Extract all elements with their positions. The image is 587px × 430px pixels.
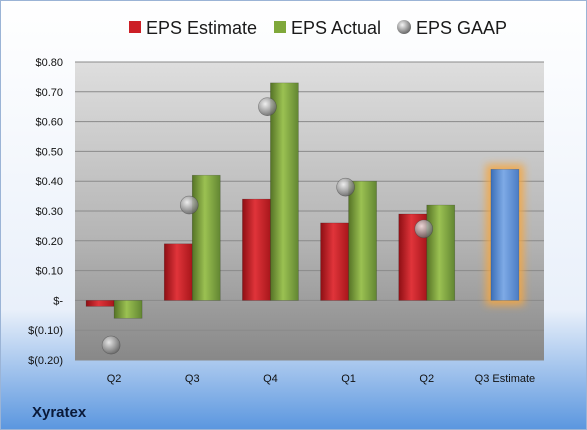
bar-next-quarter-estimate xyxy=(490,168,520,301)
y-tick-label: $(0.10) xyxy=(28,325,63,337)
y-tick-label: $- xyxy=(53,295,63,307)
x-tick-label: Q3 Estimate xyxy=(475,373,536,385)
legend-label-gaap: EPS GAAP xyxy=(416,18,507,38)
bar-eps-estimate xyxy=(85,300,115,307)
bar-eps-actual xyxy=(270,82,299,301)
x-tick-label: Q2 xyxy=(419,373,434,385)
legend-swatch-estimate xyxy=(129,21,141,33)
y-tick-label: $0.80 xyxy=(35,57,63,69)
marker-eps-gaap xyxy=(414,219,434,239)
company-name: Xyratex xyxy=(32,404,87,421)
x-tick-label: Q3 xyxy=(185,373,200,385)
y-tick-label: $0.10 xyxy=(35,266,63,278)
gaap-markers xyxy=(101,97,434,355)
bar-eps-estimate xyxy=(242,198,271,301)
y-tick-label: $0.40 xyxy=(35,176,63,188)
marker-eps-gaap xyxy=(258,97,277,116)
y-tick-label: $0.50 xyxy=(35,146,63,158)
x-tick-label: Q2 xyxy=(107,373,122,385)
bar-eps-actual xyxy=(113,300,143,319)
legend: EPS Estimate EPS Actual EPS GAAP xyxy=(129,18,507,38)
y-tick-label: $0.60 xyxy=(35,117,63,129)
bar-eps-estimate xyxy=(320,222,349,301)
gridlines xyxy=(75,61,544,361)
y-tick-label: $(0.20) xyxy=(28,355,63,367)
bar-eps-actual xyxy=(426,204,456,301)
bar-eps-estimate xyxy=(163,243,193,301)
bar-eps-actual xyxy=(191,174,221,301)
marker-eps-gaap xyxy=(179,195,199,215)
legend-label-estimate: EPS Estimate xyxy=(146,18,257,38)
y-tick-label: $0.20 xyxy=(35,236,63,248)
x-axis-ticks: Q2 Q3 Q4 Q1 Q2 Q3 Estimate xyxy=(107,373,535,385)
bar-eps-actual xyxy=(348,180,377,301)
legend-label-actual: EPS Actual xyxy=(291,18,381,38)
marker-eps-gaap xyxy=(101,335,121,355)
y-tick-label: $0.70 xyxy=(35,87,63,99)
legend-swatch-actual xyxy=(274,21,286,33)
y-axis-ticks: $(0.20) $(0.10) $- $0.10 $0.20 $0.30 $0.40 $0.5… xyxy=(28,57,63,367)
legend-swatch-gaap xyxy=(397,20,411,34)
y-tick-label: $0.30 xyxy=(35,206,63,218)
marker-eps-gaap xyxy=(336,177,355,197)
x-tick-label: Q1 xyxy=(341,373,356,385)
x-tick-label: Q4 xyxy=(263,373,278,385)
